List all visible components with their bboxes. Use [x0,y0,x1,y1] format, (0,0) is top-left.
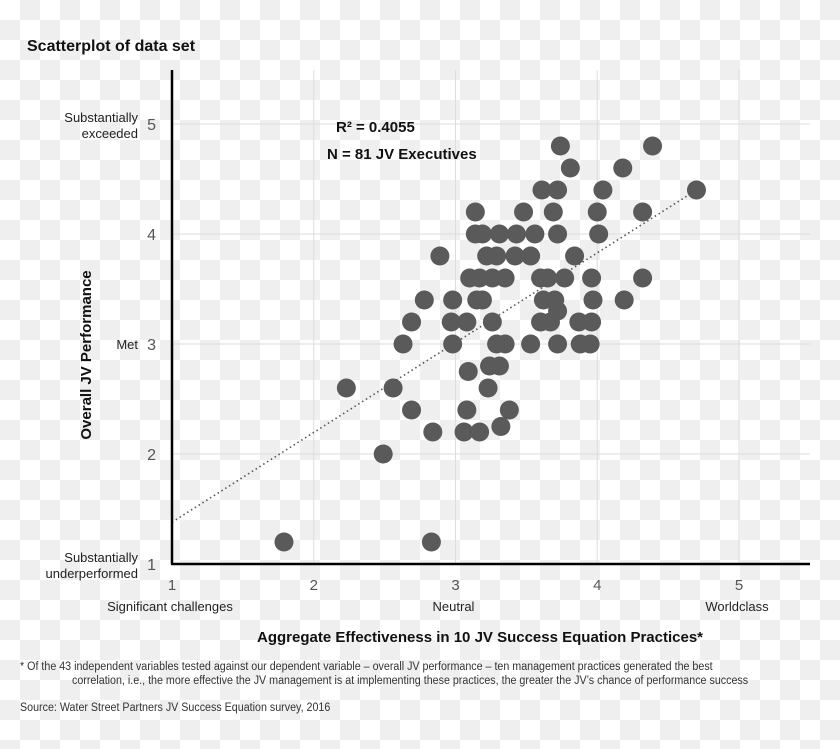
trendline [171,189,697,523]
data-point [373,444,393,464]
x-axis-title: Aggregate Effectiveness in 10 JV Success… [257,629,703,646]
data-point [521,246,541,266]
data-point [414,290,434,310]
data-point [457,312,477,332]
data-point [457,400,477,420]
data-point [548,180,568,200]
data-point [489,356,509,376]
data-point [555,268,575,288]
data-point [472,224,492,244]
data-point [583,290,603,310]
y-axis-title: Overall JV Performance [78,270,95,439]
data-point [633,202,653,222]
data-point [550,136,570,156]
data-point [443,334,463,354]
data-point [470,422,490,442]
x-tick-label: 2 [310,577,318,594]
x-tick-label: 4 [593,577,601,594]
label-line: Substantially [64,110,138,125]
data-point [548,224,568,244]
data-point [336,378,356,398]
data-point [582,312,602,332]
data-point [472,290,492,310]
data-point [643,136,663,156]
data-point [489,224,509,244]
annotation-n: N = 81 JV Executives [327,146,477,163]
y-category-label: Substantially underperformed [46,550,139,581]
x-category-label: Worldclass [705,599,769,614]
y-category-label: Substantially exceeded [64,110,138,141]
data-point [521,334,541,354]
data-point [443,290,463,310]
data-point [514,202,534,222]
data-point [274,532,294,552]
footnote-line-2: correlation, i.e., the more effective th… [72,675,749,687]
data-point [686,180,706,200]
data-point [441,312,461,332]
data-point [593,180,613,200]
data-point [454,422,474,442]
data-point [465,202,485,222]
y-tick-label: 4 [147,227,156,244]
data-point [495,268,515,288]
data-point [430,246,450,266]
data-point [491,417,511,436]
y-tick-label: 1 [147,557,156,574]
x-tick-label: 5 [735,577,743,594]
data-point [633,268,653,288]
x-category-label: Neutral [433,599,475,614]
data-point [393,334,413,354]
x-tick-label: 3 [451,577,459,594]
x-category-label: Significant challenges [107,599,233,614]
data-point [482,312,502,332]
data-point [402,400,422,420]
data-point [560,158,580,178]
data-point [580,334,600,354]
data-point [478,378,498,398]
data-point [495,334,515,354]
label-line: underperformed [46,566,139,581]
data-point [587,202,607,222]
data-point [582,268,602,288]
data-point [614,290,634,310]
data-point [421,532,441,552]
y-category-label: Met [116,337,138,352]
data-point [613,158,633,178]
footnote-line-1: * Of the 43 independent variables tested… [20,661,713,673]
label-line: exceeded [82,126,138,141]
data-point [543,202,563,222]
data-point [589,224,609,244]
data-point [548,334,568,354]
data-point [505,246,525,266]
data-point [499,400,519,420]
data-point [506,224,526,244]
label-line: Substantially [64,550,138,565]
y-tick-label: 5 [147,117,156,134]
data-point [423,422,443,442]
annotation-r2: R² = 0.4055 [336,119,415,136]
y-tick-label: 3 [147,337,156,354]
data-point [458,362,478,381]
data-point [525,224,545,244]
data-point [532,180,552,200]
data-point [540,312,560,332]
x-tick-label: 1 [168,577,176,594]
data-point [383,378,403,398]
data-point [487,246,507,266]
data-point [402,312,422,332]
data-point [565,246,585,266]
chart-title: Scatterplot of data set [27,38,196,55]
data-point [538,268,558,288]
y-tick-label: 2 [147,447,156,464]
source-note: Source: Water Street Partners JV Success… [20,702,331,714]
